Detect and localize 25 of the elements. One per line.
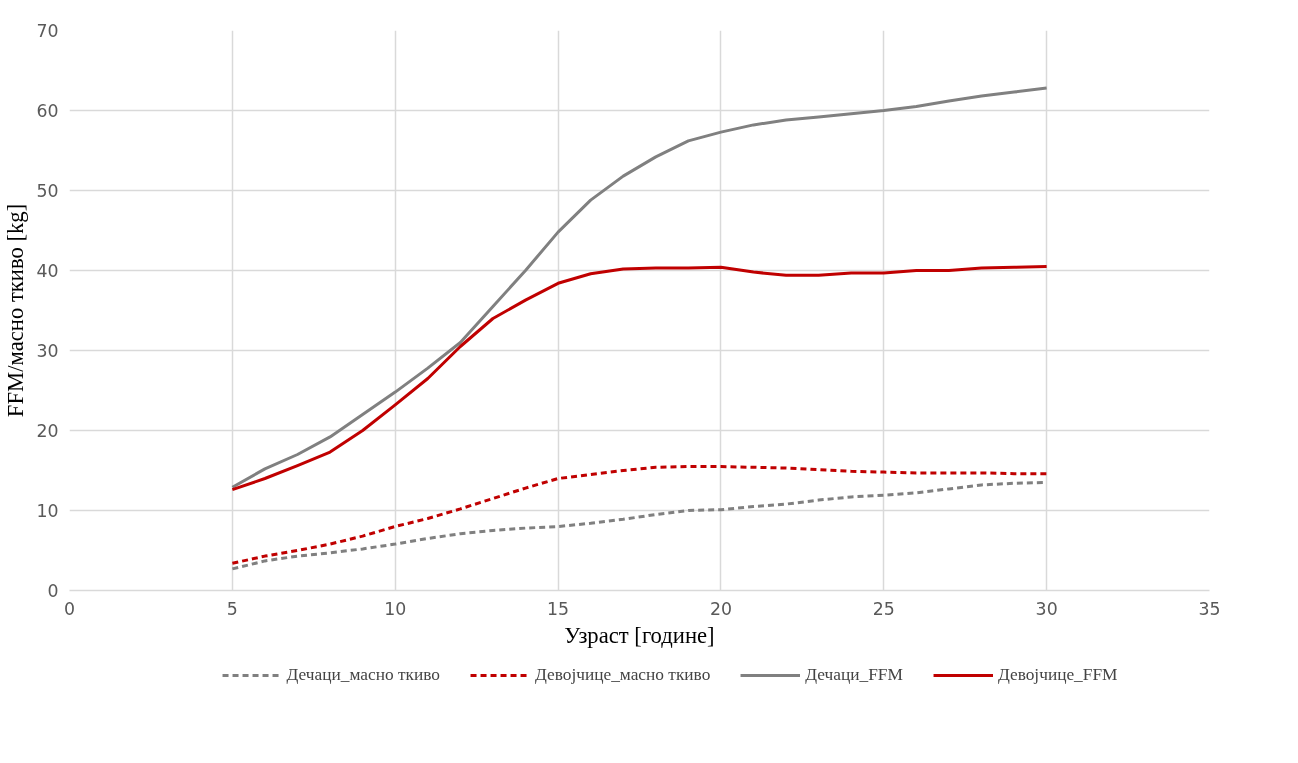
y-tick-label: 40 [36, 261, 59, 281]
x-axis-title: Узраст [године] [564, 622, 715, 648]
legend-label: Дечаци_масно ткиво [286, 665, 440, 685]
x-tick-label: 0 [63, 598, 76, 619]
x-tick-label: 15 [547, 598, 570, 619]
line-series [230, 86, 1049, 489]
y-axis-title: FFM/масно ткиво [kg] [3, 203, 29, 418]
legend-label: Девојчице_масно ткиво [534, 665, 711, 685]
line-series [230, 465, 1049, 565]
x-tick-label: 5 [226, 598, 238, 619]
x-tick-label: 10 [384, 598, 407, 619]
line-series [230, 265, 1049, 492]
y-tick-label: 10 [36, 501, 59, 521]
y-tick-label: 70 [36, 21, 59, 41]
legend-label: Дечаци_FFM [805, 665, 903, 685]
y-tick-label: 20 [36, 421, 59, 441]
x-tick-label: 35 [1198, 598, 1221, 619]
y-tick-label: 0 [47, 581, 59, 601]
y-tick-label: 30 [36, 341, 59, 361]
x-tick-label: 30 [1035, 598, 1058, 619]
legend-label: Девојчице_FFM [997, 665, 1118, 685]
y-tick-label: 60 [36, 101, 59, 121]
y-tick-label: 50 [36, 181, 59, 201]
x-tick-label: 20 [709, 598, 732, 619]
x-tick-label: 25 [872, 598, 895, 619]
